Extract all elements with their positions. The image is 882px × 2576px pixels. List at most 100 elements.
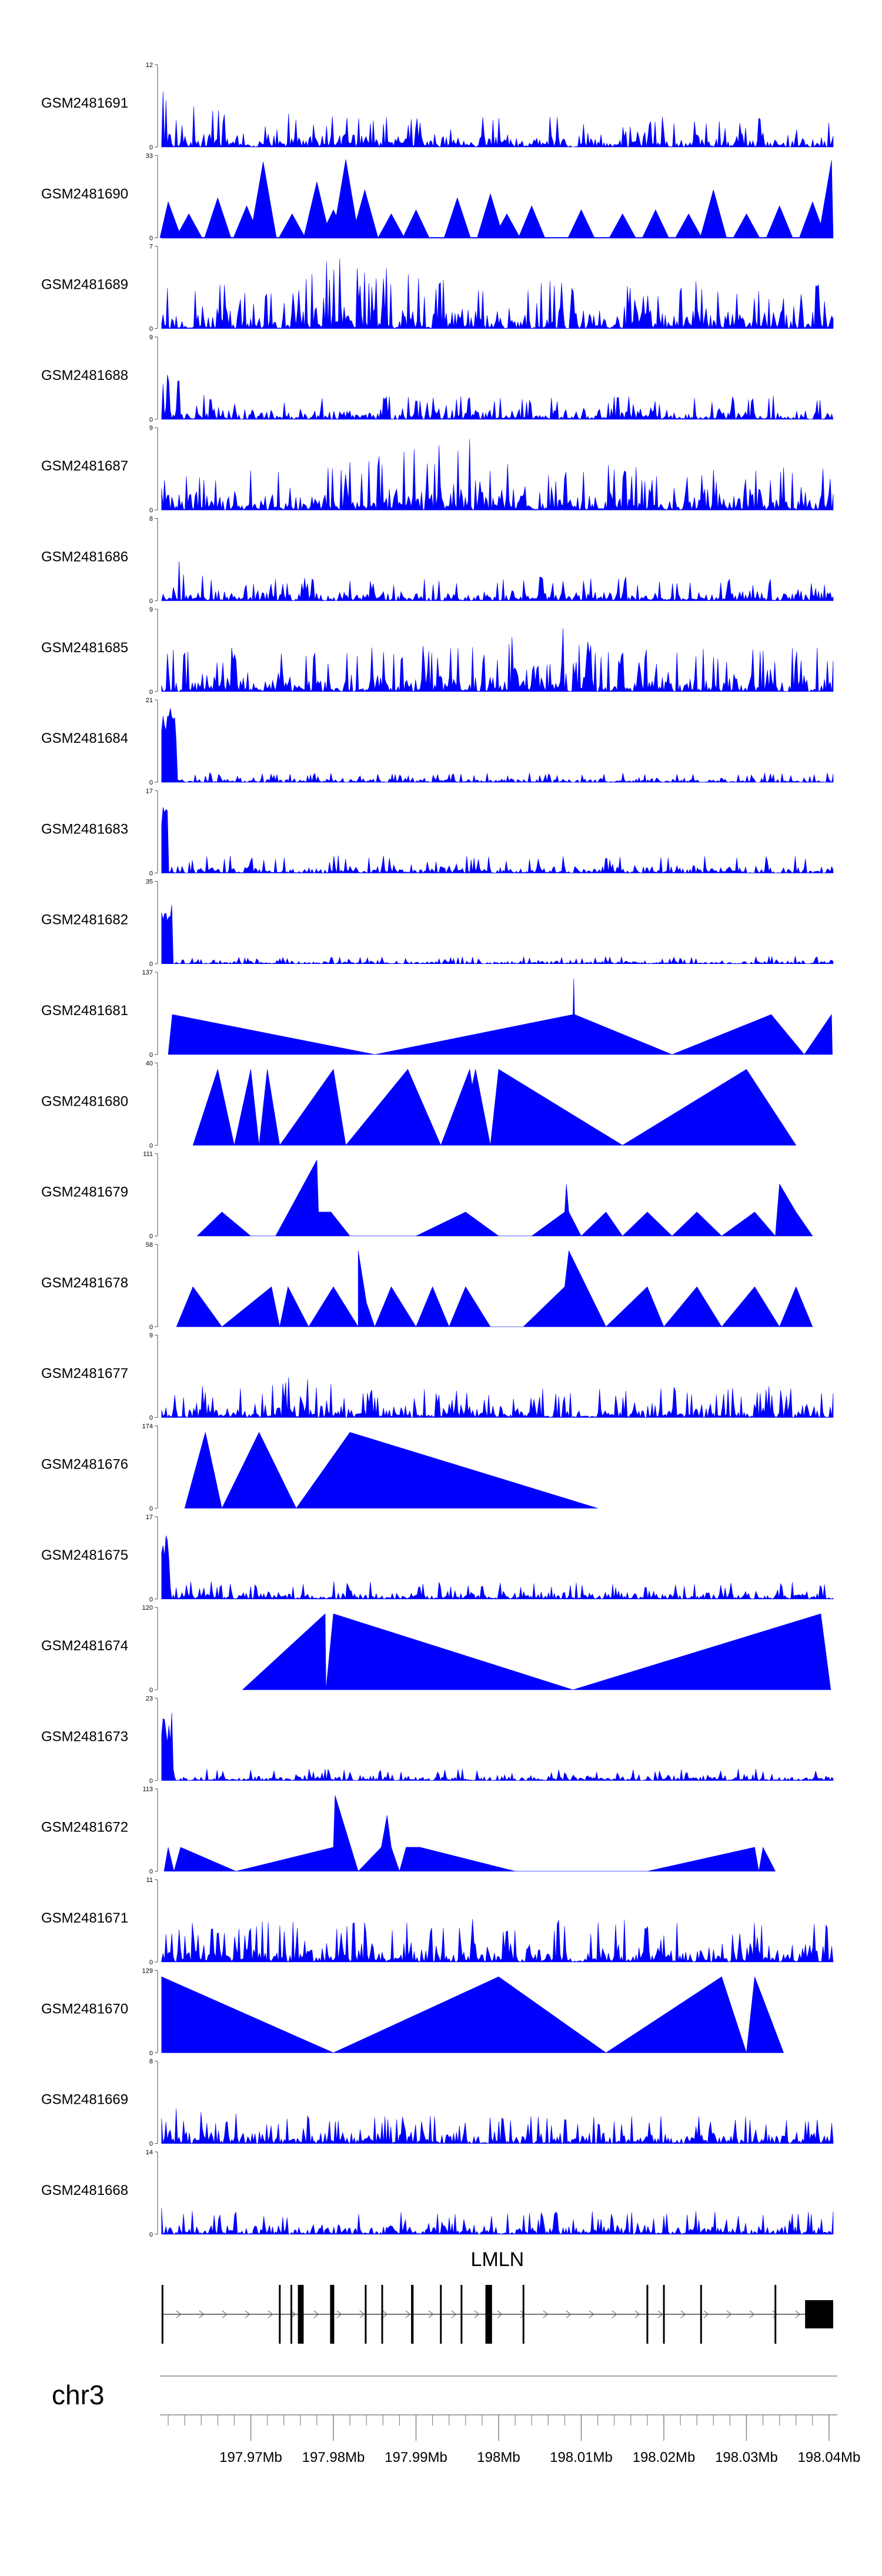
y-min-label: 0 bbox=[149, 1233, 153, 1240]
coverage-area bbox=[176, 1250, 813, 1327]
exon-17 bbox=[805, 2300, 833, 2328]
y-max-label: 113 bbox=[142, 1786, 153, 1793]
track-label: GSM2481673 bbox=[41, 1729, 128, 1744]
x-tick-label: 197.97Mb bbox=[219, 2450, 282, 2465]
y-max-label: 8 bbox=[149, 516, 153, 523]
track-GSM2481688: GSM2481688 9 0 bbox=[41, 334, 834, 423]
coverage-area bbox=[161, 91, 834, 148]
y-max-label: 17 bbox=[146, 788, 153, 795]
track-label: GSM2481686 bbox=[41, 549, 128, 565]
strand-arrow bbox=[176, 2310, 182, 2318]
y-min-label: 0 bbox=[149, 870, 153, 877]
track-label: GSM2481688 bbox=[41, 368, 128, 383]
gene-name-label: LMLN bbox=[471, 2248, 524, 2271]
genome-axis-track: chr3 197.97Mb 197.98Mb 197.99Mb 198Mb 198.01M… bbox=[52, 2375, 861, 2465]
track-label: GSM2481683 bbox=[41, 821, 128, 837]
y-max-label: 14 bbox=[146, 2149, 153, 2156]
y-min-label: 0 bbox=[149, 961, 153, 968]
exon-5 bbox=[330, 2285, 335, 2344]
track-GSM2481687: GSM2481687 9 0 bbox=[41, 425, 834, 514]
track-GSM2481676: GSM2481676 174 0 bbox=[41, 1423, 598, 1513]
y-min-label: 0 bbox=[149, 689, 153, 696]
track-label: GSM2481676 bbox=[41, 1457, 128, 1473]
track-label: GSM2481669 bbox=[41, 2092, 128, 2108]
y-max-label: 120 bbox=[142, 1604, 153, 1611]
coverage-area bbox=[161, 375, 834, 420]
strand-arrow bbox=[566, 2310, 572, 2318]
exon-9 bbox=[440, 2285, 442, 2344]
track-label: GSM2481681 bbox=[41, 1003, 128, 1019]
y-max-label: 8 bbox=[149, 2058, 153, 2066]
x-tick-label: 198.04Mb bbox=[798, 2450, 861, 2465]
track-GSM2481691: GSM2481691 12 0 bbox=[41, 62, 834, 151]
strand-arrows bbox=[176, 2310, 801, 2318]
track-GSM2481686: GSM2481686 8 0 bbox=[41, 516, 834, 605]
y-max-label: 129 bbox=[142, 1967, 153, 1974]
strand-arrow bbox=[268, 2310, 273, 2318]
gene-model-track: LMLN bbox=[161, 2248, 833, 2344]
strand-arrow bbox=[199, 2310, 205, 2318]
track-label: GSM2481679 bbox=[41, 1184, 128, 1200]
track-GSM2481689: GSM2481689 7 0 bbox=[41, 243, 834, 333]
track-label: GSM2481678 bbox=[41, 1275, 128, 1291]
strand-arrow bbox=[634, 2310, 640, 2318]
strand-arrow bbox=[336, 2310, 342, 2318]
track-GSM2481672: GSM2481672 113 0 bbox=[41, 1786, 776, 1876]
coverage-area bbox=[161, 561, 834, 602]
y-min-label: 0 bbox=[149, 235, 153, 242]
y-max-label: 174 bbox=[142, 1423, 153, 1430]
strand-arrow bbox=[222, 2310, 228, 2318]
y-max-label: 17 bbox=[146, 1514, 153, 1521]
coverage-area bbox=[161, 628, 834, 692]
strand-arrow bbox=[543, 2310, 549, 2318]
track-GSM2481673: GSM2481673 23 0 bbox=[41, 1695, 834, 1784]
exon-7 bbox=[381, 2285, 383, 2344]
y-max-label: 9 bbox=[149, 606, 153, 613]
y-max-label: 7 bbox=[149, 243, 153, 251]
y-min-label: 0 bbox=[149, 779, 153, 786]
y-min-label: 0 bbox=[149, 1506, 153, 1513]
strand-arrow bbox=[726, 2310, 732, 2318]
track-GSM2481681: GSM2481681 137 0 bbox=[41, 969, 833, 1059]
track-GSM2481668: GSM2481668 14 0 bbox=[41, 2149, 834, 2238]
track-label: GSM2481684 bbox=[41, 730, 128, 746]
track-GSM2481690: GSM2481690 33 0 bbox=[41, 152, 834, 242]
strand-arrow bbox=[382, 2310, 388, 2318]
track-label: GSM2481674 bbox=[41, 1638, 128, 1654]
y-max-label: 111 bbox=[143, 1151, 153, 1158]
track-label: GSM2481689 bbox=[41, 277, 128, 293]
y-min-label: 0 bbox=[149, 326, 153, 333]
y-min-label: 0 bbox=[149, 1777, 153, 1784]
y-min-label: 0 bbox=[149, 1687, 153, 1694]
y-max-label: 9 bbox=[149, 425, 153, 432]
track-GSM2481682: GSM2481682 35 0 bbox=[41, 879, 834, 968]
track-GSM2481684: GSM2481684 21 0 bbox=[41, 697, 834, 786]
y-min-label: 0 bbox=[149, 416, 153, 423]
coverage-area bbox=[192, 1068, 797, 1146]
y-max-label: 33 bbox=[146, 152, 153, 159]
strand-arrow bbox=[520, 2310, 526, 2318]
coverage-area bbox=[242, 1613, 831, 1690]
coverage-area bbox=[161, 2108, 834, 2144]
y-max-label: 12 bbox=[146, 62, 153, 69]
exon-10 bbox=[460, 2285, 463, 2344]
strand-arrow bbox=[795, 2310, 801, 2318]
strand-arrow bbox=[497, 2310, 503, 2318]
strand-arrow bbox=[290, 2310, 296, 2318]
coverage-area bbox=[161, 1377, 834, 1419]
y-max-label: 9 bbox=[149, 334, 153, 341]
track-label: GSM2481675 bbox=[41, 1547, 128, 1563]
coverage-area bbox=[161, 905, 834, 965]
strand-arrow bbox=[245, 2310, 250, 2318]
y-max-label: 11 bbox=[146, 1877, 153, 1884]
track-label: GSM2481671 bbox=[41, 1910, 128, 1926]
strand-arrow bbox=[451, 2310, 457, 2318]
track-GSM2481671: GSM2481671 11 0 bbox=[41, 1877, 834, 1966]
x-tick-label: 197.98Mb bbox=[302, 2450, 365, 2465]
track-GSM2481683: GSM2481683 17 0 bbox=[41, 788, 834, 877]
x-tick-label: 198Mb bbox=[477, 2450, 520, 2465]
coverage-area bbox=[161, 708, 834, 783]
track-label: GSM2481670 bbox=[41, 2001, 128, 2017]
exon-8 bbox=[411, 2285, 414, 2344]
y-max-label: 40 bbox=[146, 1060, 153, 1067]
